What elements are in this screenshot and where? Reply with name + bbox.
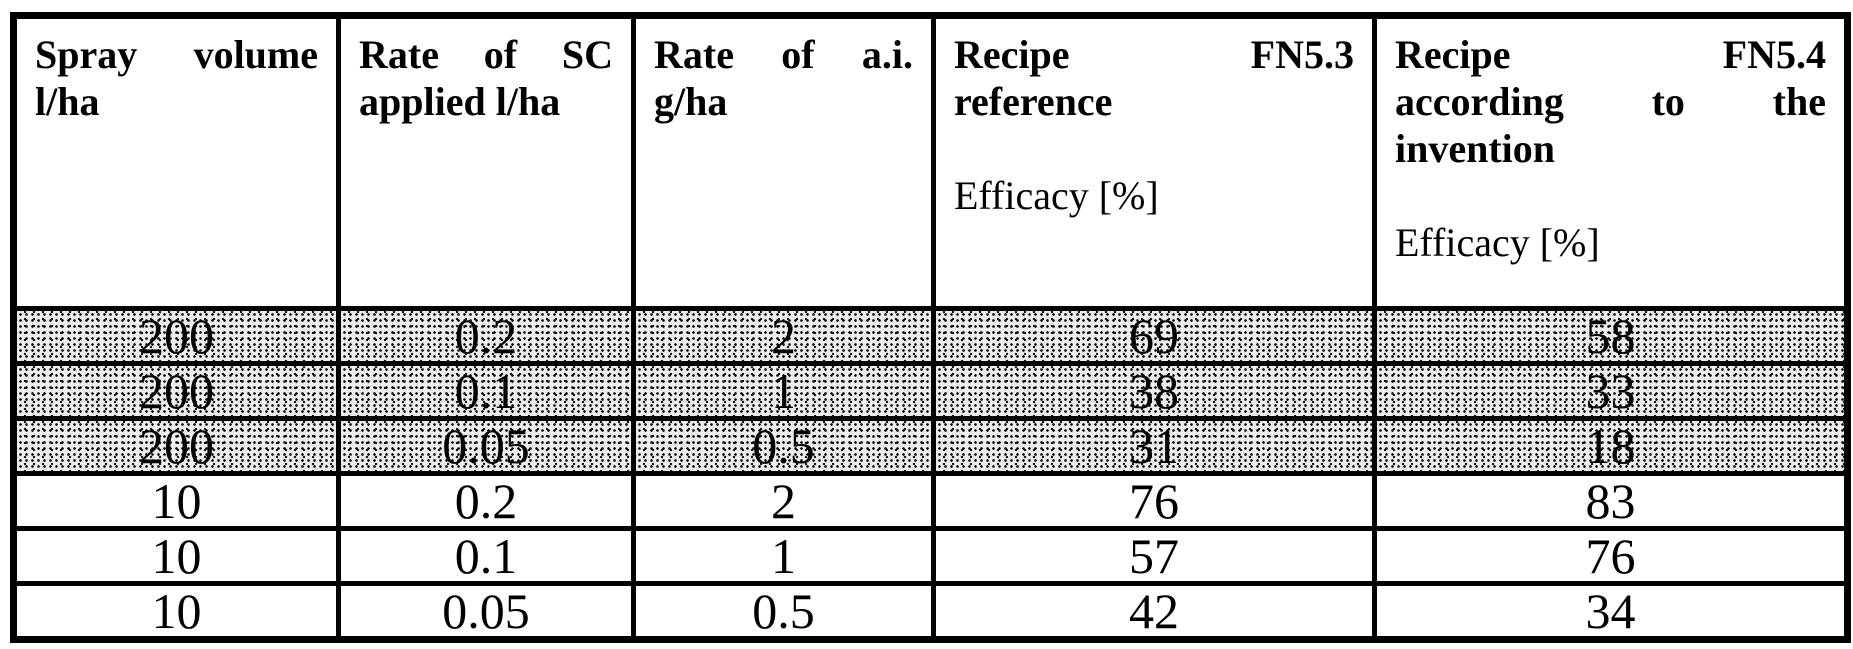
cell-spray-volume: 10 <box>11 526 341 586</box>
cell-spray-volume: 10 <box>11 581 341 642</box>
header-word: SC <box>561 32 613 77</box>
cell-fn53-efficacy: 69 <box>931 306 1377 366</box>
header-word: of <box>483 32 518 77</box>
cell-rate-ai: 0.5 <box>631 581 936 642</box>
header-line: l/ha <box>35 79 100 124</box>
header-word: Recipe <box>954 32 1070 77</box>
header-line: Rate of a.i. <box>654 31 913 78</box>
header-word: Rate <box>654 32 734 77</box>
cell-spray-volume: 200 <box>11 361 341 421</box>
header-line: Recipe FN5.3 <box>954 31 1354 78</box>
cell-spray-volume: 200 <box>11 306 341 366</box>
header-line: Spray volume <box>35 31 318 78</box>
header-line: according to the <box>1395 78 1826 125</box>
cell-fn54-efficacy: 33 <box>1372 361 1850 421</box>
header-line: applied l/ha <box>359 79 561 124</box>
header-line: reference <box>954 79 1113 124</box>
header-line: g/ha <box>654 79 728 124</box>
header-recipe-fn53: Recipe FN5.3 reference Efficacy [%] <box>931 13 1377 311</box>
header-word: Recipe <box>1395 32 1511 77</box>
cell-fn53-efficacy: 57 <box>931 526 1377 586</box>
header-word: Rate <box>359 32 439 77</box>
results-table: Spray volume l/ha Rate of SC applied l/h… <box>10 12 1851 643</box>
header-rate-ai: Rate of a.i. g/ha <box>631 13 936 311</box>
cell-fn54-efficacy: 83 <box>1372 471 1850 531</box>
header-word: FN5.3 <box>1250 32 1354 77</box>
header-line: invention <box>1395 126 1556 171</box>
table-row: 10 0.05 0.5 42 34 <box>11 581 1850 642</box>
header-line: Rate of SC <box>359 31 613 78</box>
header-recipe-fn54: Recipe FN5.4 according to the invention … <box>1372 13 1850 311</box>
cell-rate-sc: 0.1 <box>336 361 636 421</box>
cell-rate-ai: 0.5 <box>631 416 936 476</box>
header-word: of <box>781 32 815 77</box>
cell-fn54-efficacy: 34 <box>1372 581 1850 642</box>
table-row: 10 0.1 1 57 76 <box>11 526 1850 586</box>
header-efficacy-label: Efficacy [%] <box>954 173 1159 218</box>
table-header-row: Spray volume l/ha Rate of SC applied l/h… <box>11 13 1850 311</box>
cell-rate-sc: 0.2 <box>336 306 636 366</box>
header-rate-sc: Rate of SC applied l/ha <box>336 13 636 311</box>
cell-rate-ai: 2 <box>631 471 936 531</box>
cell-fn54-efficacy: 76 <box>1372 526 1850 586</box>
table-row: 200 0.05 0.5 31 18 <box>11 416 1850 476</box>
cell-rate-ai: 1 <box>631 526 936 586</box>
header-spray-volume: Spray volume l/ha <box>11 13 341 311</box>
cell-fn54-efficacy: 18 <box>1372 416 1850 476</box>
header-word: the <box>1772 79 1826 124</box>
cell-fn53-efficacy: 76 <box>931 471 1377 531</box>
table-row: 200 0.2 2 69 58 <box>11 306 1850 366</box>
cell-fn53-efficacy: 31 <box>931 416 1377 476</box>
cell-rate-sc: 0.05 <box>336 416 636 476</box>
header-line: Recipe FN5.4 <box>1395 31 1826 78</box>
cell-fn53-efficacy: 38 <box>931 361 1377 421</box>
cell-fn54-efficacy: 58 <box>1372 306 1850 366</box>
header-word: FN5.4 <box>1722 32 1826 77</box>
header-word: volume <box>193 32 318 77</box>
table-row: 10 0.2 2 76 83 <box>11 471 1850 531</box>
header-word: Spray <box>35 32 138 77</box>
cell-rate-ai: 2 <box>631 306 936 366</box>
header-efficacy-label: Efficacy [%] <box>1395 220 1600 265</box>
header-word: according <box>1395 79 1564 124</box>
table-row: 200 0.1 1 38 33 <box>11 361 1850 421</box>
cell-rate-sc: 0.2 <box>336 471 636 531</box>
cell-spray-volume: 10 <box>11 471 341 531</box>
cell-rate-sc: 0.1 <box>336 526 636 586</box>
cell-spray-volume: 200 <box>11 416 341 476</box>
cell-rate-sc: 0.05 <box>336 581 636 642</box>
header-word: a.i. <box>861 32 913 77</box>
header-word: to <box>1651 79 1685 124</box>
cell-fn53-efficacy: 42 <box>931 581 1377 642</box>
cell-rate-ai: 1 <box>631 361 936 421</box>
